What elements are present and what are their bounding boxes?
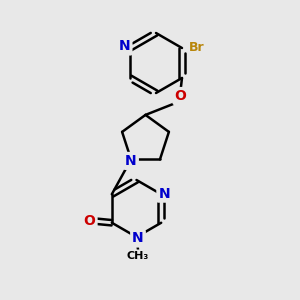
Text: N: N xyxy=(119,40,130,53)
Text: O: O xyxy=(175,89,186,103)
Text: O: O xyxy=(84,214,96,228)
Text: N: N xyxy=(158,187,170,201)
Text: CH₃: CH₃ xyxy=(127,251,149,261)
Text: N: N xyxy=(132,232,144,245)
Text: Br: Br xyxy=(189,41,205,54)
Text: N: N xyxy=(125,154,137,168)
